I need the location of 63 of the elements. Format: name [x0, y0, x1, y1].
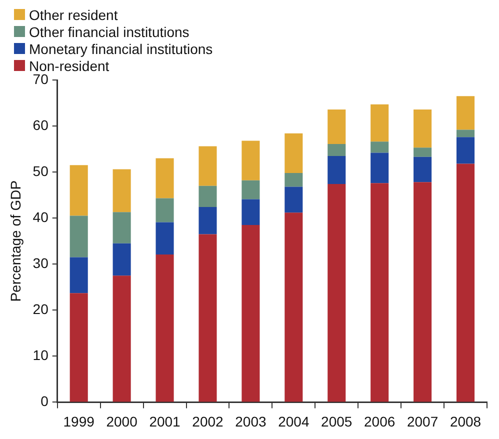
- y-tick-label: 70: [32, 70, 49, 87]
- bar: [456, 96, 475, 130]
- x-tick-label: 2006: [364, 413, 396, 430]
- bar: [284, 212, 303, 402]
- bar: [284, 172, 303, 187]
- y-tick-label: 30: [32, 254, 49, 271]
- x-tick-label: 2001: [149, 413, 181, 430]
- x-tick-label: 2003: [235, 413, 266, 430]
- bar: [198, 146, 217, 186]
- bar: [284, 186, 303, 213]
- x-tick-label: 1999: [63, 413, 95, 430]
- bar: [414, 156, 432, 182]
- bar: [370, 152, 389, 184]
- legend-label: Other resident: [29, 6, 118, 22]
- bar: [328, 184, 346, 402]
- bar: [328, 109, 346, 144]
- bar: [112, 276, 131, 402]
- bar: [70, 257, 88, 294]
- bar: [370, 142, 389, 153]
- bar: [156, 158, 174, 198]
- y-tick-label: 50: [32, 162, 49, 179]
- legend-label: Other financial institutions: [29, 24, 190, 40]
- y-axis-title: Percentage of GDP: [7, 180, 24, 302]
- bar: [70, 165, 88, 216]
- x-tick-label: 2002: [192, 413, 224, 430]
- x-tick-label: 2007: [406, 413, 438, 430]
- bar: [242, 199, 260, 225]
- bar: [284, 133, 303, 173]
- bar: [198, 207, 217, 234]
- x-tick-label: 2005: [321, 413, 352, 430]
- y-tick-label: 40: [32, 208, 49, 225]
- y-tick-label: 60: [32, 116, 49, 133]
- bar: [198, 186, 217, 208]
- bar: [414, 148, 432, 157]
- bar: [456, 164, 475, 402]
- bar: [242, 140, 260, 180]
- bar: [370, 104, 389, 142]
- x-tick-label: 2004: [278, 413, 310, 430]
- bar: [156, 198, 174, 222]
- bar: [242, 180, 260, 200]
- bar: [328, 156, 346, 184]
- bar: [414, 109, 432, 148]
- bar: [414, 182, 432, 402]
- bar: [156, 254, 174, 402]
- bar: [242, 224, 260, 402]
- bar: [328, 144, 346, 156]
- x-tick-label: 2000: [106, 413, 138, 430]
- bar: [370, 183, 389, 402]
- bar: [456, 130, 475, 138]
- bar: [112, 169, 131, 212]
- y-tick-label: 10: [32, 347, 49, 364]
- bar: [156, 222, 174, 254]
- bar: [198, 234, 217, 402]
- bar: [70, 216, 88, 258]
- y-tick-label: 20: [32, 301, 49, 317]
- bar: [70, 293, 88, 402]
- bar: [112, 243, 131, 276]
- y-tick-label: 0: [40, 393, 49, 410]
- legend-label: Monetary financial institutions: [29, 40, 213, 56]
- bar: [456, 137, 475, 164]
- legend-label: Non-resident: [29, 58, 110, 74]
- x-tick-label: 2008: [450, 413, 482, 430]
- bar: [112, 212, 131, 244]
